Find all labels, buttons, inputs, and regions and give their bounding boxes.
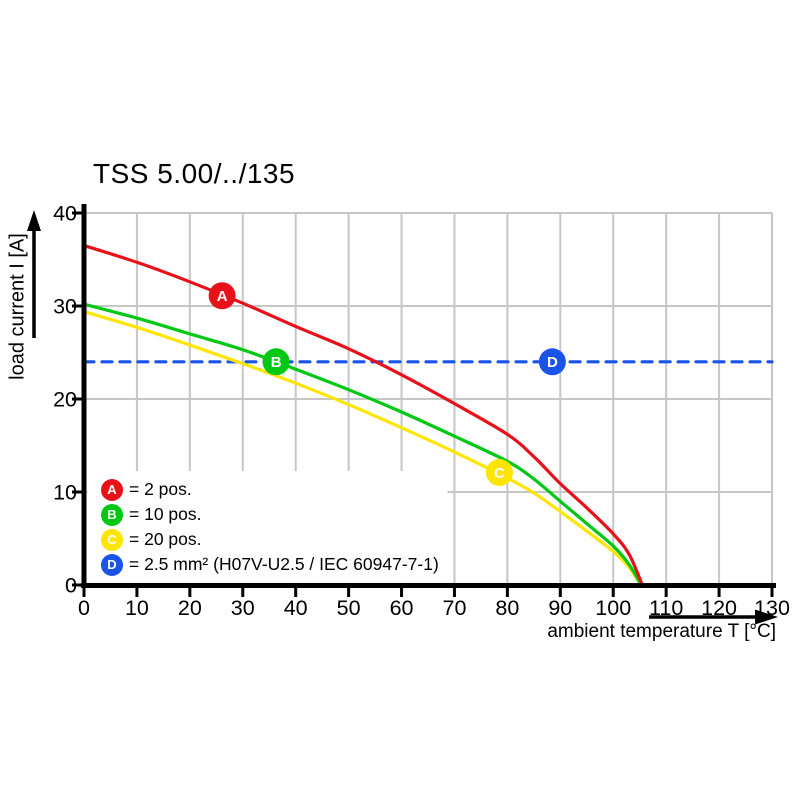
legend-label: = 2 pos. [129,479,192,499]
y-tick-label: 40 [53,202,77,226]
legend-swatch-b-icon: B [101,503,123,526]
legend-swatch-c-icon: C [101,528,123,551]
legend: A = 2 pos. B = 10 pos. C = 20 pos. D = 2.5 mm² … [101,477,439,577]
marker-c-label: C [494,465,505,482]
x-tick-label: 100 [595,596,631,620]
x-axis-title: ambient temperature T [°C] [547,621,776,642]
x-tick-label: 10 [125,596,149,620]
marker-d [538,348,566,376]
chart-title: TSS 5.00/../135 [93,158,296,189]
legend-swatch-d-icon: D [101,553,123,576]
x-tick-label: 70 [443,596,467,620]
legend-item-c: C = 20 pos. [101,527,439,552]
y-tick-label: 30 [53,295,77,319]
x-tick-label: 30 [231,596,255,620]
legend-item-a: A = 2 pos. [101,477,439,502]
x-tick-label: 50 [337,596,361,620]
legend-item-b: B = 10 pos. [101,502,439,527]
curve-a [82,243,644,587]
y-axis-arrowhead-icon [27,210,41,231]
curve-b [82,302,643,587]
legend-background [87,471,448,583]
marker-a-label: A [217,288,228,305]
y-tick-label: 10 [53,481,77,505]
marker-b [262,348,290,376]
legend-item-d: D = 2.5 mm² (H07V-U2.5 / IEC 60947-7-1) [101,552,439,577]
legend-label: = 10 pos. [129,504,202,524]
marker-b-label: B [271,354,282,371]
x-tick-label: 90 [548,596,572,620]
x-tick-label: 20 [178,596,202,620]
y-tick-label: 0 [65,574,77,598]
marker-c [485,458,513,486]
marker-d-label: D [547,354,558,371]
x-tick-label: 40 [284,596,308,620]
x-axis-arrowhead-icon [755,609,778,625]
marker-a [208,282,236,310]
x-tick-label: 60 [390,596,414,620]
curve-c [82,309,643,587]
legend-label: = 2.5 mm² (H07V-U2.5 / IEC 60947-7-1) [129,554,439,574]
y-axis-title: load current I [A] [6,233,29,380]
x-tick-label: 80 [495,596,519,620]
legend-swatch-a-icon: A [101,478,123,501]
x-tick-label: 0 [78,596,90,620]
y-tick-label: 20 [53,388,77,412]
legend-label: = 20 pos. [129,529,202,549]
